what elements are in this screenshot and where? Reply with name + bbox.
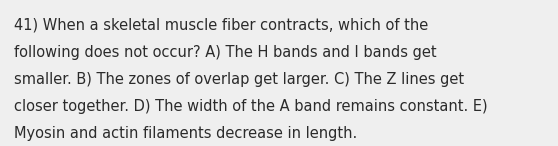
Text: 41) When a skeletal muscle fiber contracts, which of the: 41) When a skeletal muscle fiber contrac…: [14, 18, 428, 33]
Text: smaller. B) The zones of overlap get larger. C) The Z lines get: smaller. B) The zones of overlap get lar…: [14, 72, 464, 87]
Text: Myosin and actin filaments decrease in length.: Myosin and actin filaments decrease in l…: [14, 126, 357, 141]
Text: closer together. D) The width of the A band remains constant. E): closer together. D) The width of the A b…: [14, 99, 488, 114]
Text: following does not occur? A) The H bands and I bands get: following does not occur? A) The H bands…: [14, 45, 436, 60]
